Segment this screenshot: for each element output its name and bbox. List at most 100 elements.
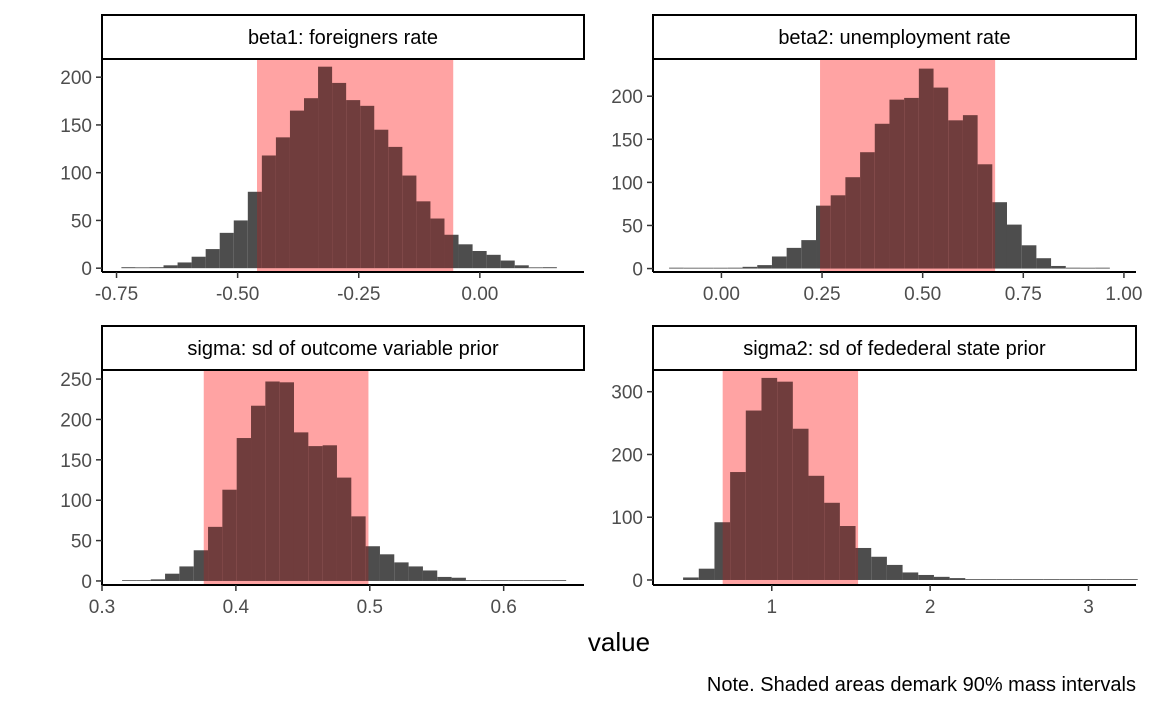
facet-panel: sigma2: sd of fedederal state prior 0 100 2… (611, 325, 1138, 618)
histogram-bar (808, 475, 825, 580)
facet-strip (652, 325, 1137, 371)
histogram-bar (777, 381, 793, 580)
histogram-bar (165, 573, 180, 581)
histogram-bar (388, 146, 403, 269)
histogram-bar (408, 566, 423, 581)
y-tick-label: 0 (632, 571, 643, 592)
histogram-bar (830, 195, 846, 269)
x-tick-label: 0.4 (223, 597, 250, 618)
histogram-bar (801, 240, 817, 269)
y-tick-label: 100 (60, 491, 92, 512)
histogram-bar (261, 155, 276, 269)
facet-panel: sigma: sd of outcome variable prior 0 50 10… (60, 325, 585, 618)
histogram-bar (177, 262, 192, 269)
histogram-bar (233, 220, 248, 269)
histogram-bar (1021, 245, 1037, 269)
histogram-bar (727, 267, 743, 269)
histogram-bar (480, 580, 495, 581)
x-tick-label: 0.00 (703, 284, 740, 305)
histogram-bar (346, 100, 361, 269)
facet-title: beta1: foreigners rate (248, 27, 438, 49)
y-tick-label: 100 (60, 164, 92, 185)
histogram-bar (365, 546, 380, 581)
x-tick-label: 0.6 (490, 597, 516, 618)
y-tick-label: 50 (71, 532, 92, 553)
histogram-bar (874, 123, 890, 269)
histogram-bar (933, 576, 950, 580)
facet-strip (652, 14, 1137, 60)
histogram-bar (486, 254, 501, 269)
histogram-bar (1106, 579, 1123, 580)
histogram-bar (1006, 224, 1022, 269)
histogram-bar (871, 556, 887, 580)
histogram-bar (962, 115, 978, 269)
histogram-bar (1012, 579, 1028, 580)
y-tick-label: 150 (611, 130, 643, 151)
histogram-bar (289, 110, 305, 269)
y-tick-label: 200 (611, 445, 643, 466)
histogram-bar (402, 175, 417, 269)
histogram-bar (136, 580, 151, 581)
histogram-bar (714, 522, 731, 580)
y-tick-label: 200 (60, 68, 92, 89)
histogram-bar (757, 265, 772, 269)
histogram-bar (279, 382, 294, 581)
histogram-bar (135, 267, 150, 269)
y-tick-label: 0 (81, 259, 92, 280)
histogram-bar (360, 105, 375, 269)
histogram-bar (933, 87, 949, 269)
histogram-bar (949, 578, 966, 580)
histogram-bar (902, 572, 919, 580)
interval-overlay (722, 371, 859, 585)
histogram-bar (193, 550, 209, 581)
histogram-bar (163, 265, 178, 269)
histogram-bar (275, 137, 290, 269)
histogram-bar (683, 577, 699, 580)
histogram-bar (494, 580, 509, 581)
x-tick-label: -0.25 (337, 284, 380, 305)
histogram-bar (742, 266, 758, 269)
histogram-bar (992, 202, 1007, 269)
histogram-bar (1122, 579, 1138, 580)
histogram-bar (977, 164, 993, 269)
histogram-bar (304, 98, 319, 269)
x-axis-title: value (588, 627, 650, 657)
facet-title: sigma2: sd of fedederal state prior (743, 338, 1046, 360)
histogram-bar (149, 267, 164, 269)
histogram-bar (293, 432, 309, 581)
histogram-bar (205, 249, 220, 269)
histogram-bar (886, 564, 903, 580)
histogram-bar (1043, 579, 1060, 580)
histogram-bar (855, 547, 872, 580)
interval-overlay (257, 60, 454, 272)
histogram-bar (1090, 579, 1107, 580)
histogram-bar (374, 129, 389, 269)
histogram-bar (745, 410, 762, 580)
histogram-bar (208, 526, 223, 581)
histogram-bar (713, 267, 728, 269)
histogram-bar (845, 177, 861, 269)
y-tick-label: 100 (611, 173, 643, 194)
histogram-bar (336, 477, 352, 581)
x-tick-label: -0.75 (95, 284, 138, 305)
histogram-bar (1095, 267, 1110, 269)
histogram-bar (1027, 579, 1044, 580)
histogram-bar (508, 580, 524, 581)
histogram-bar (792, 428, 809, 580)
histogram-bar (889, 99, 905, 269)
interval-overlay (820, 60, 996, 272)
y-tick-label: 50 (71, 211, 92, 232)
histogram-bar (219, 232, 234, 269)
histogram-bar (860, 152, 875, 269)
histogram-bar (308, 446, 323, 581)
y-tick-label: 50 (622, 216, 643, 237)
histogram-bar (551, 580, 567, 581)
histogram-bar (918, 68, 934, 269)
x-tick-label: 3 (1083, 597, 1094, 618)
histogram-bar (824, 502, 840, 580)
x-tick-label: 0.3 (89, 597, 115, 618)
histogram-bar (458, 244, 473, 269)
histogram-bar (528, 267, 543, 269)
histogram-bar (839, 526, 856, 580)
histogram-bar (191, 256, 206, 269)
